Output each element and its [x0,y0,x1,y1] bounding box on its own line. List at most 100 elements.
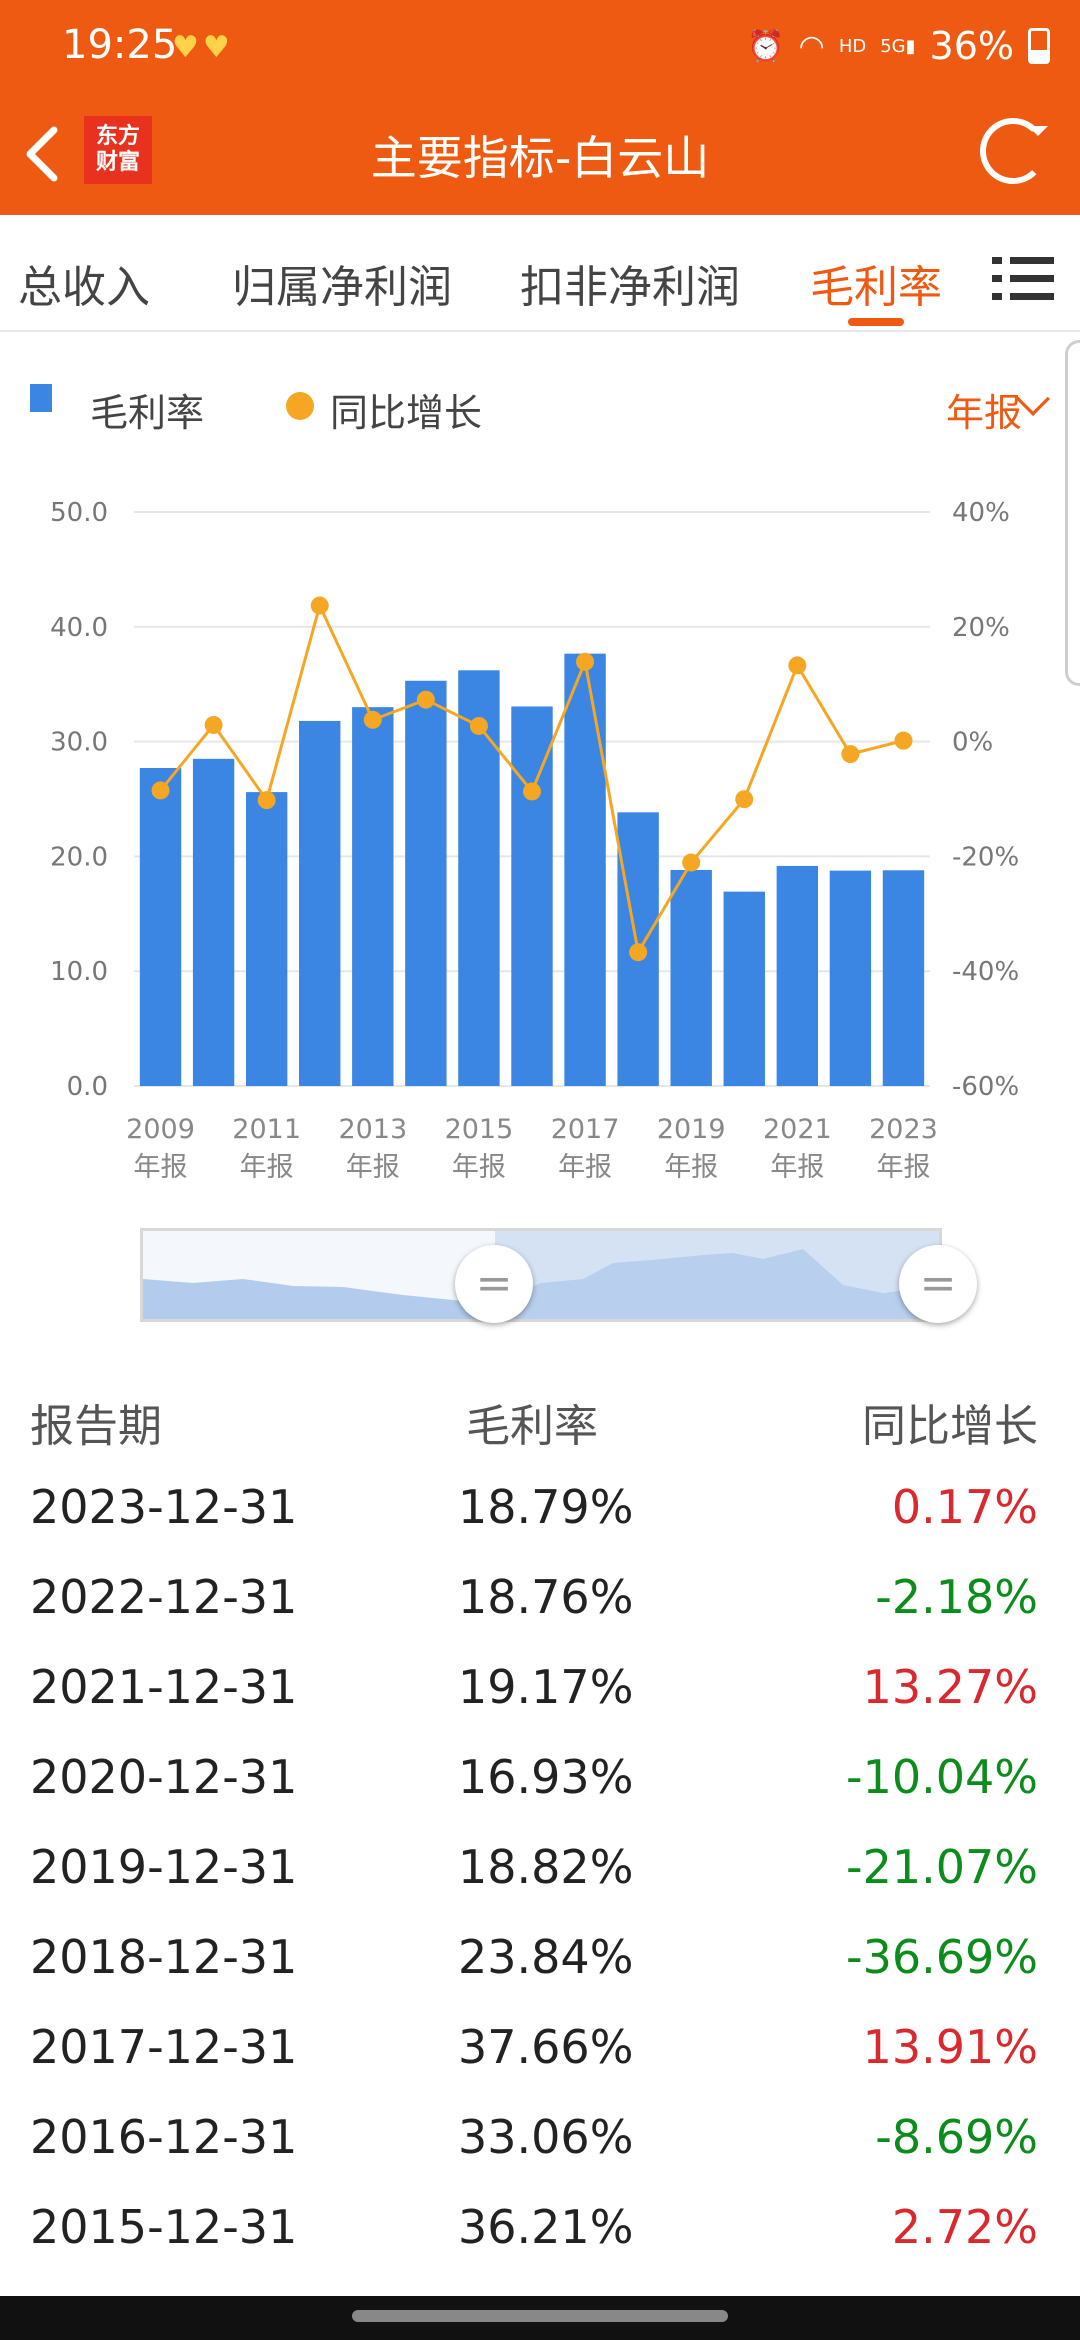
row-yoy: -8.69% [875,2110,1038,2164]
page-title: 主要指标-白云山 [370,131,710,185]
yoy-point-2014 [416,690,435,709]
logo-line1: 东方 [95,124,140,149]
legend-bar-label: 毛利率 [90,391,205,435]
table-row[interactable]: 2020-12-31 16.93% -10.04% [0,1750,1080,1840]
row-yoy: -10.04% [846,1750,1038,1804]
row-date: 2015-12-31 [30,2200,298,2254]
right-axis-tick: 20% [952,613,1010,643]
x-axis-tick: 2017 [551,1114,620,1145]
navigator-selected-range[interactable] [495,1231,939,1319]
yoy-point-2023 [894,731,913,750]
x-axis-tick-sublabel: 年报 [770,1152,824,1183]
row-date: 2019-12-31 [30,1840,298,1894]
row-margin: 37.66% [458,2020,634,2074]
active-tab-indicator [848,318,904,326]
legend-line-label: 同比增长 [330,391,483,435]
row-yoy: 13.27% [862,1660,1038,1714]
yoy-point-2021 [788,656,807,675]
row-date: 2023-12-31 [30,1480,298,1534]
yoy-point-2022 [841,745,860,764]
chart-range-navigator[interactable]: = = [140,1228,977,1323]
battery-icon [1028,28,1050,64]
table-row[interactable]: 2018-12-31 23.84% -36.69% [0,1930,1080,2020]
yoy-point-2013 [363,710,382,729]
period-select[interactable]: 年报 [945,391,1022,435]
row-yoy: 13.91% [862,2020,1038,2074]
row-margin: 36.21% [458,2200,634,2254]
row-yoy: -2.18% [875,1570,1038,1624]
yoy-point-2011 [257,791,276,810]
tab-net-profit[interactable]: 归属净利润 [232,262,452,313]
yoy-point-2020 [735,790,754,809]
row-date: 2020-12-31 [30,1750,298,1804]
navigator-right-handle[interactable]: = [899,1245,977,1323]
x-axis-tick-sublabel: 年报 [558,1152,612,1183]
table-row[interactable]: 2017-12-31 37.66% 13.91% [0,2020,1080,2110]
table-row[interactable]: 2019-12-31 18.82% -21.07% [0,1840,1080,1930]
row-date: 2018-12-31 [30,1930,298,1984]
app-header: 东方 财富 主要指标-白云山 [0,100,1080,215]
system-nav-bar [0,2296,1080,2340]
bar-2019 [670,869,712,1086]
refresh-icon[interactable] [980,118,1048,184]
row-margin: 18.79% [458,1480,634,1534]
bar-2017 [564,653,606,1086]
home-indicator[interactable] [352,2310,728,2322]
app-logo: 东方 财富 [84,116,152,184]
chevron-left-icon [26,126,58,182]
table-row[interactable]: 2021-12-31 19.17% 13.27% [0,1660,1080,1750]
legend-line-swatch [286,392,314,420]
x-axis-tick: 2019 [657,1114,726,1145]
network-label: 5G [880,35,906,57]
battery-percent: 36% [929,24,1014,68]
yoy-point-2012 [310,596,329,615]
logo-line2: 财富 [95,150,140,175]
right-axis-tick: 40% [952,498,1010,528]
back-button[interactable] [22,120,82,190]
bar-2010 [192,758,235,1086]
left-axis-tick: 50.0 [50,498,108,528]
menu-icon[interactable] [992,249,1054,309]
left-axis-tick: 30.0 [50,728,108,758]
left-axis-tick: 10.0 [50,957,108,987]
row-yoy: 0.17% [891,1480,1038,1534]
navigator-left-handle[interactable]: = [455,1245,533,1323]
hd-icon: HD [838,35,867,57]
tab-total-revenue[interactable]: 总收入 [18,262,150,313]
row-margin: 18.76% [458,1570,634,1624]
left-axis-tick: 20.0 [50,842,108,872]
x-axis-tick-sublabel: 年报 [346,1152,400,1183]
row-date: 2016-12-31 [30,2110,298,2164]
bar-2011 [245,792,288,1086]
x-axis-tick: 2011 [232,1114,301,1145]
x-axis-tick-sublabel: 年报 [876,1152,930,1183]
bar-2023 [882,870,925,1086]
column-header-margin: 毛利率 [466,1401,598,1452]
indicator-tabs: 总收入 归属净利润 扣非净利润 毛利率 [0,215,1080,332]
row-date: 2017-12-31 [30,2020,298,2074]
status-bar: 19:25 ♥♥ ⏰ ◠ HD 5G▮ 36% [0,0,1080,100]
yoy-point-2010 [204,715,223,734]
left-axis-tick: 40.0 [50,613,108,643]
table-row[interactable]: 2023-12-31 18.79% 0.17% [0,1480,1080,1570]
row-margin: 18.82% [458,1840,634,1894]
x-axis-tick-sublabel: 年报 [134,1152,188,1183]
bar-2016 [511,706,553,1086]
bar-2009 [139,768,182,1086]
signal-icon: 5G▮ [880,35,916,57]
tab-gross-margin[interactable]: 毛利率 [810,262,942,313]
row-margin: 19.17% [458,1660,634,1714]
table-row[interactable]: 2016-12-31 33.06% -8.69% [0,2110,1080,2200]
table-row[interactable]: 2015-12-31 36.21% 2.72% [0,2200,1080,2290]
right-axis-tick: -20% [952,842,1019,872]
alarm-icon: ⏰ [747,28,785,64]
row-yoy: -21.07% [846,1840,1038,1894]
yoy-point-2016 [523,782,541,801]
bar-2015 [458,670,500,1086]
tab-deducted-net-profit[interactable]: 扣非净利润 [520,262,740,313]
bar-2021 [776,865,819,1086]
yoy-point-2019 [682,853,701,872]
x-axis-tick-sublabel: 年报 [240,1152,294,1183]
table-row[interactable]: 2022-12-31 18.76% -2.18% [0,1570,1080,1660]
yoy-point-2018 [629,943,648,962]
